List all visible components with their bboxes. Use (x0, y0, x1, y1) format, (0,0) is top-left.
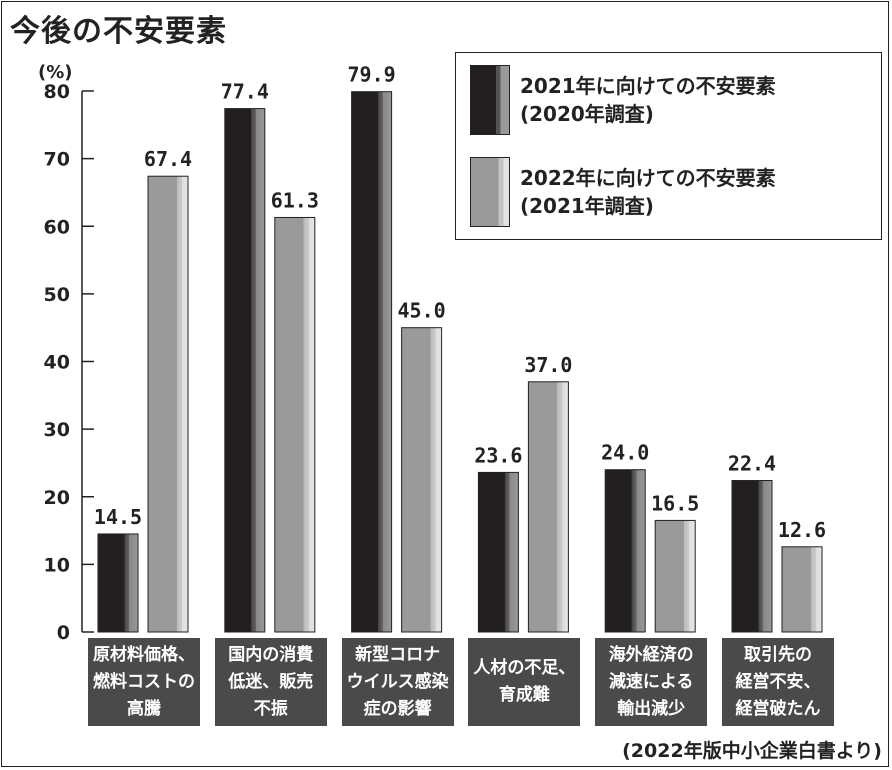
category-label: 海外経済の 減速による 輸出減少 (595, 638, 708, 726)
bar-2021 (274, 216, 316, 633)
bar-2021 (654, 519, 696, 633)
y-tick-label: 40 (44, 352, 70, 374)
data-label: 79.9 (348, 63, 396, 87)
bar-2020 (477, 471, 519, 633)
data-label: 61.3 (271, 188, 319, 212)
y-tick-label: 80 (44, 81, 70, 103)
y-tick-label: 10 (44, 554, 70, 576)
bar-2020 (731, 480, 773, 633)
y-tick-label: 20 (44, 487, 70, 509)
y-tick-label: 50 (44, 284, 70, 306)
bar-2020 (604, 469, 646, 633)
bar-2020 (351, 91, 393, 633)
y-tick-label: 30 (44, 419, 70, 441)
legend-swatch (470, 157, 510, 227)
bar-2020 (97, 533, 139, 633)
data-label: 12.6 (778, 518, 826, 542)
legend-label: 2021年に向けての不安要素 (2020年調査) (520, 74, 776, 126)
legend-item-2021: 2022年に向けての不安要素 (2021年調査) (470, 157, 776, 227)
bar-2021 (781, 546, 823, 633)
data-label: 37.0 (524, 353, 572, 377)
y-tick-label: 60 (44, 216, 70, 238)
data-label: 14.5 (94, 505, 142, 529)
bar-2020 (224, 108, 266, 633)
chart-title: 今後の不安要素 (10, 14, 227, 49)
y-tick-label: 0 (57, 622, 70, 644)
data-label: 67.4 (144, 147, 192, 171)
bar-2021 (527, 381, 569, 633)
data-label: 24.0 (601, 441, 649, 465)
bar-2021 (401, 327, 443, 633)
data-label: 22.4 (728, 452, 776, 476)
data-label: 23.6 (474, 443, 522, 467)
y-tick-label: 70 (44, 149, 70, 171)
category-label: 人材の不足、 育成難 (468, 638, 581, 726)
data-label: 16.5 (651, 491, 699, 515)
data-label: 45.0 (398, 299, 446, 323)
legend-item-2020: 2021年に向けての不安要素 (2020年調査) (470, 65, 776, 135)
source-note: (2022年版中小企業白書より) (622, 740, 882, 762)
category-label: 取引先の 経営不安、 経営破たん (722, 638, 834, 726)
category-label: 国内の消費 低迷、販売 不振 (214, 638, 327, 726)
legend-swatch (470, 65, 510, 135)
y-axis-unit: (%) (38, 62, 73, 83)
category-label: 原材料価格、 燃料コストの 高騰 (88, 638, 200, 726)
category-label: 新型コロナ ウイルス感染 症の影響 (341, 638, 454, 726)
legend: 2021年に向けての不安要素 (2020年調査) 2022年に向けての不安要素 … (455, 52, 882, 240)
data-label: 77.4 (221, 80, 269, 104)
legend-label: 2022年に向けての不安要素 (2021年調査) (520, 166, 776, 218)
bar-2021 (147, 175, 189, 633)
